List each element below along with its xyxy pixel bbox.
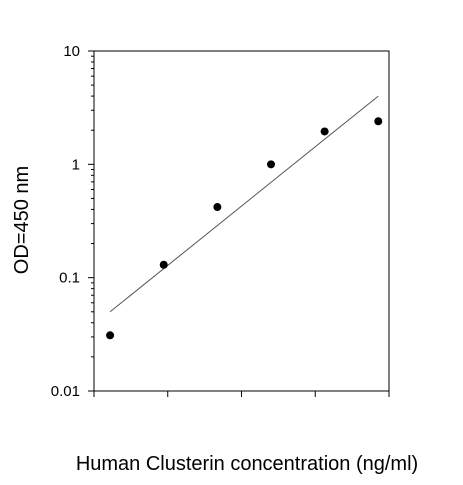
fit-line [109,95,379,313]
data-point [374,117,383,126]
data-point [106,331,115,340]
data-point [320,127,329,136]
data-points [106,117,383,340]
data-point [267,160,275,169]
x-axis-label: Human Clusterin concentration (ng/ml) [76,453,418,475]
y-tick-label: 0.1 [59,270,80,287]
y-tick-label: 10 [63,43,80,60]
plot-frame [93,50,390,392]
y-axis-ticks: 0.01 0.1 1 10 [51,43,94,400]
y-tick-label: 0.01 [51,383,80,400]
data-point [159,260,168,269]
data-point [213,203,222,212]
y-axis-label: OD=450 nm [11,166,33,274]
x-axis-ticks [93,391,390,397]
plot-border [93,50,390,392]
fit-line-group [109,95,379,313]
y-tick-label: 1 [72,156,80,173]
